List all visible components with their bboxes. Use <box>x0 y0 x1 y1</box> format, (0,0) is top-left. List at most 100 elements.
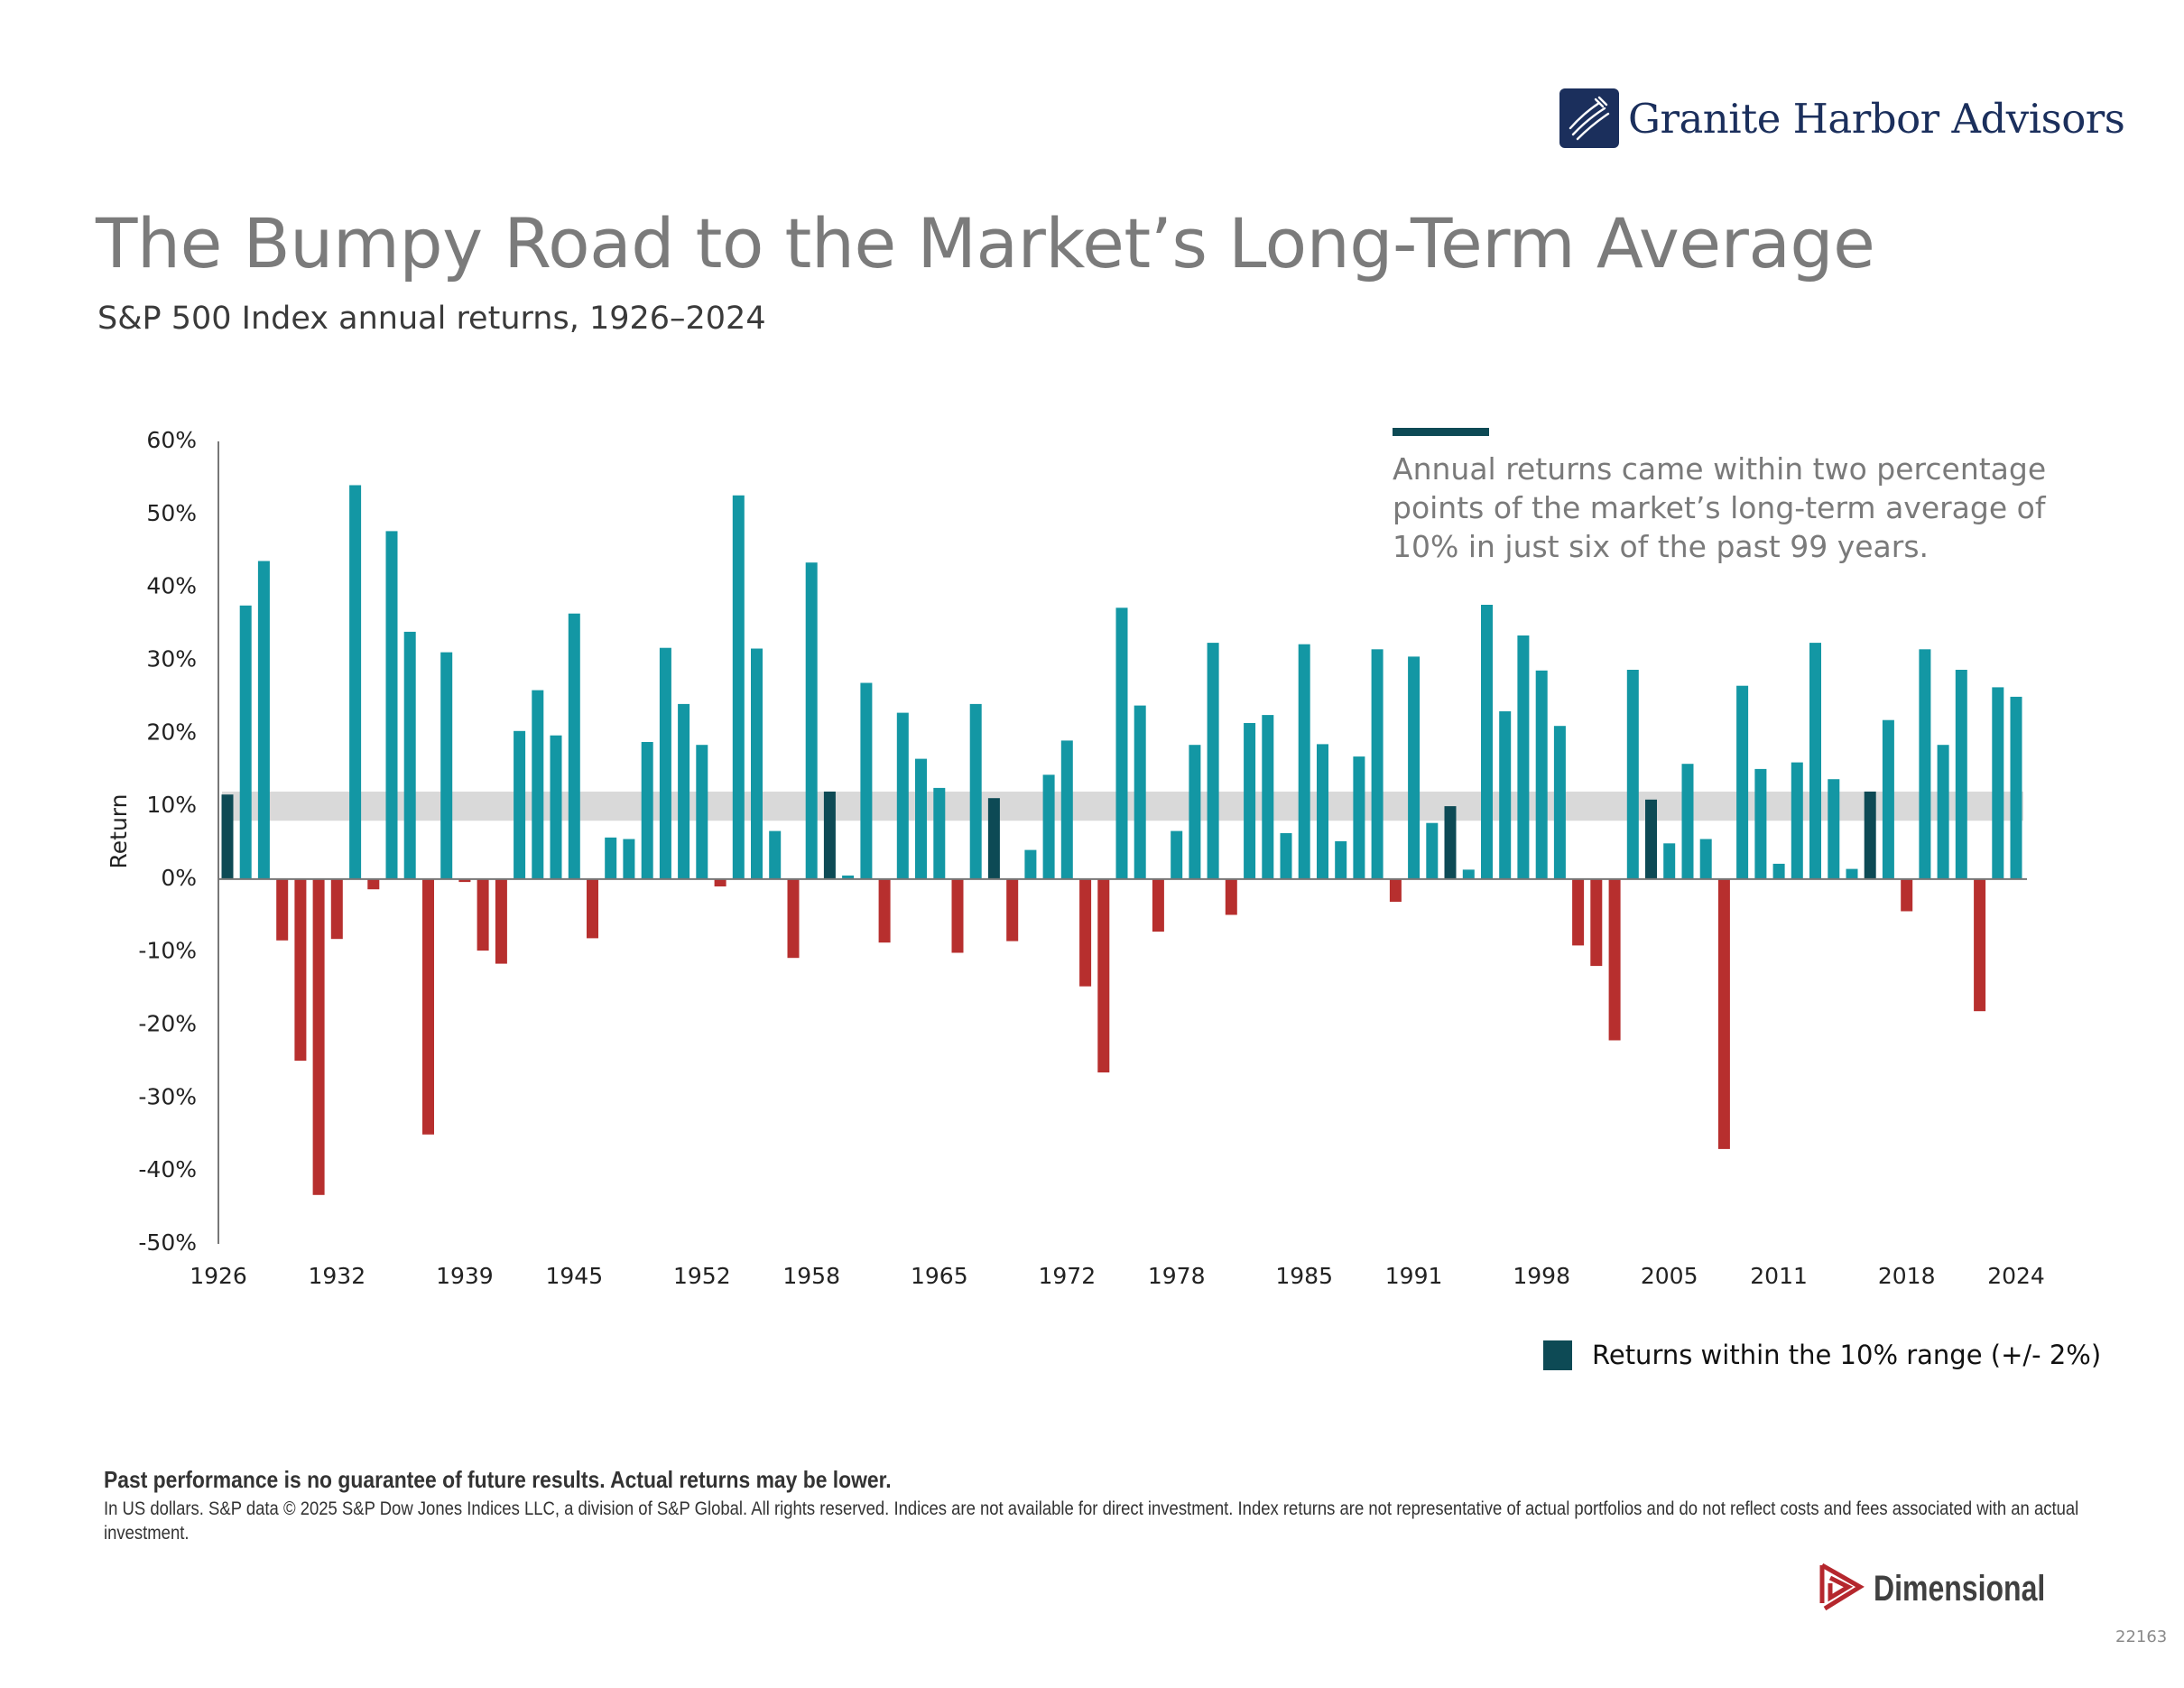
bar-1939 <box>458 878 471 883</box>
x-tick-label: 1998 <box>1513 1263 1570 1289</box>
bar-1978 <box>1171 830 1183 879</box>
bar-1992 <box>1426 822 1439 879</box>
bar-1936 <box>403 631 416 879</box>
disclaimer-text: In US dollars. S&P data © 2025 S&P Dow J… <box>104 1498 2079 1544</box>
bar-1931 <box>312 878 325 1195</box>
bar-2013 <box>1809 643 1821 879</box>
bar-1969 <box>1006 878 1019 941</box>
bar-1974 <box>1097 878 1110 1073</box>
bar-1952 <box>696 745 708 879</box>
bar-2019 <box>1919 649 1931 879</box>
bar-2002 <box>1608 878 1621 1041</box>
y-tick-label: 50% <box>146 500 197 526</box>
bar-1984 <box>1280 833 1292 879</box>
bar-1953 <box>714 878 726 886</box>
bar-1943 <box>532 690 544 879</box>
bar-1938 <box>440 652 453 879</box>
bar-2008 <box>1717 878 1730 1149</box>
x-tick-label: 1939 <box>436 1263 494 1289</box>
bar-1926 <box>221 794 234 879</box>
bar-2005 <box>1663 843 1676 879</box>
bar-1973 <box>1079 878 1092 987</box>
bar-2018 <box>1901 878 1913 912</box>
annotation-rule <box>1393 428 1489 436</box>
bar-1966 <box>951 878 964 953</box>
x-tick-label: 1978 <box>1148 1263 1206 1289</box>
bar-2006 <box>1681 764 1694 879</box>
bar-2020 <box>1937 745 1949 879</box>
bar-1965 <box>933 787 946 879</box>
bar-1937 <box>422 878 434 1135</box>
y-tick-label: -30% <box>138 1083 197 1109</box>
bar-2023 <box>1992 687 2004 879</box>
bar-2022 <box>1974 878 1986 1012</box>
bar-1956 <box>769 830 782 879</box>
bar-1985 <box>1298 644 1310 879</box>
bar-1942 <box>514 730 526 879</box>
bar-1946 <box>587 878 598 939</box>
chart-legend: Returns within the 10% range (+/- 2%) <box>1543 1340 2101 1370</box>
bar-1996 <box>1499 711 1512 879</box>
x-tick-label: 1952 <box>673 1263 731 1289</box>
sailboat-rigging-icon <box>1559 88 1619 148</box>
x-tick-label: 2018 <box>1878 1263 1936 1289</box>
brand-logo: Granite Harbor Advisors <box>1559 88 2125 148</box>
bar-chart: 60% 50% 40% 30% 20% 10% 0% -10% -20% -30% -40% -50%… <box>106 427 2045 1289</box>
bar-1989 <box>1371 649 1384 879</box>
bar-1998 <box>1535 670 1548 879</box>
x-tick-label: 2005 <box>1641 1263 1698 1289</box>
page-title: The Bumpy Road to the Market’s Long-Term… <box>96 203 1875 283</box>
bar-2007 <box>1699 839 1712 879</box>
bar-1959 <box>823 791 836 879</box>
x-tick-label: 1965 <box>911 1263 968 1289</box>
bar-1971 <box>1042 774 1055 879</box>
bar-1929 <box>276 878 289 941</box>
bar-1997 <box>1517 635 1530 879</box>
bar-1986 <box>1317 744 1328 879</box>
bar-1983 <box>1262 715 1274 879</box>
bar-1999 <box>1553 726 1566 879</box>
bar-2011 <box>1772 863 1785 879</box>
annotation-text: Annual returns came within two percentag… <box>1393 451 2047 564</box>
bar-1961 <box>860 682 873 879</box>
bar-1981 <box>1225 878 1237 915</box>
bar-1963 <box>896 712 909 879</box>
y-tick-label: -10% <box>138 938 197 964</box>
bar-1927 <box>239 605 252 879</box>
y-tick-label: -20% <box>138 1011 197 1037</box>
x-tick-label: 1932 <box>308 1263 366 1289</box>
bar-1967 <box>969 703 982 879</box>
bar-2017 <box>1882 719 1894 879</box>
bar-1972 <box>1060 740 1073 879</box>
y-tick-label: 60% <box>146 427 197 453</box>
bar-2004 <box>1645 799 1657 879</box>
legend-swatch <box>1543 1340 1572 1370</box>
y-tick-label: 20% <box>146 719 197 745</box>
bar-1954 <box>732 495 745 879</box>
bar-1968 <box>987 798 1000 879</box>
bar-2010 <box>1754 768 1767 879</box>
x-tick-label: 1972 <box>1038 1263 1096 1289</box>
bar-2012 <box>1791 762 1803 879</box>
bar-1935 <box>385 531 398 879</box>
bar-1934 <box>367 878 380 890</box>
bar-1945 <box>568 613 580 879</box>
bar-1933 <box>349 485 362 879</box>
y-tick-label: 40% <box>146 573 197 599</box>
bar-1930 <box>294 878 307 1062</box>
bar-1975 <box>1115 607 1128 879</box>
bar-2016 <box>1864 791 1876 879</box>
x-tick-label: 1958 <box>782 1263 840 1289</box>
y-tick-label: 10% <box>146 792 197 818</box>
bar-1987 <box>1335 840 1347 879</box>
x-tick-label: 2011 <box>1750 1263 1808 1289</box>
bar-1941 <box>495 878 507 964</box>
bar-1928 <box>257 561 270 879</box>
bar-1940 <box>477 878 489 951</box>
x-tick-label: 1926 <box>190 1263 247 1289</box>
dimensional-logo: Dimensional <box>1818 1562 2088 1616</box>
bar-1949 <box>641 742 653 879</box>
bar-1947 <box>605 837 617 879</box>
page-subtitle: S&P 500 Index annual returns, 1926–2024 <box>97 301 766 337</box>
bar-1988 <box>1353 756 1365 879</box>
